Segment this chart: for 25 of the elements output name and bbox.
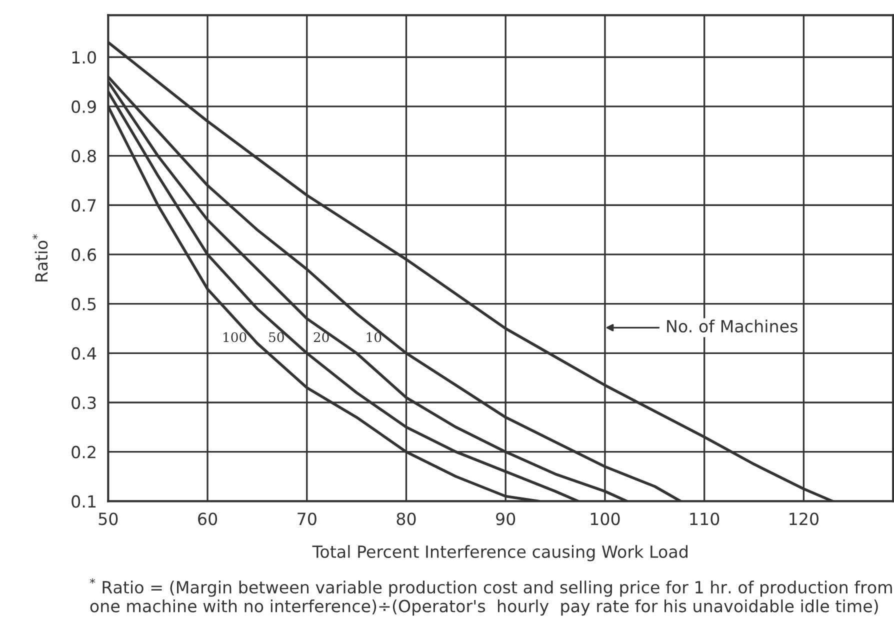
y-tick-label: 0.9 — [72, 100, 96, 114]
x-tick-label: 90 — [496, 512, 516, 526]
y-axis-title: Ratio$^{*}$ — [32, 234, 48, 282]
y-tick-label: 0.3 — [72, 396, 96, 410]
y-tick-label: 1.0 — [72, 51, 96, 64]
x-tick-label: 120 — [790, 512, 818, 526]
series-label: 100 — [224, 332, 246, 342]
x-tick-label: 70 — [298, 512, 316, 526]
series-label: 50 — [269, 332, 284, 342]
y-tick-label: 0.5 — [72, 298, 96, 310]
x-tick-label: 80 — [396, 512, 416, 526]
y-tick-label: 0.4 — [72, 347, 96, 360]
x-axis-title: Total Percent Interference causing Work Load — [312, 545, 688, 562]
x-tick-label: 100 — [590, 512, 620, 526]
y-tick-label: 0.1 — [72, 495, 96, 508]
y-tick-label: 0.7 — [72, 199, 96, 212]
x-tick-label: 60 — [198, 512, 218, 526]
text: $^{*}$ Ratio = (Margin between variable production cost and selling price for 1 hr. of production from one machine with no interference)÷(Operator's hourly pay rate for his unavoidable idle time) — [90, 578, 892, 616]
y-tick-label: 0.8 — [72, 150, 96, 162]
y-tick-label: 0.6 — [72, 248, 96, 262]
series-label: 10 — [366, 332, 382, 342]
x-tick-label: 110 — [690, 512, 720, 526]
x-tick-label: 50 — [98, 512, 118, 526]
y-tick-label: 0.2 — [72, 446, 96, 458]
annotation: No. of Machines — [667, 320, 798, 333]
